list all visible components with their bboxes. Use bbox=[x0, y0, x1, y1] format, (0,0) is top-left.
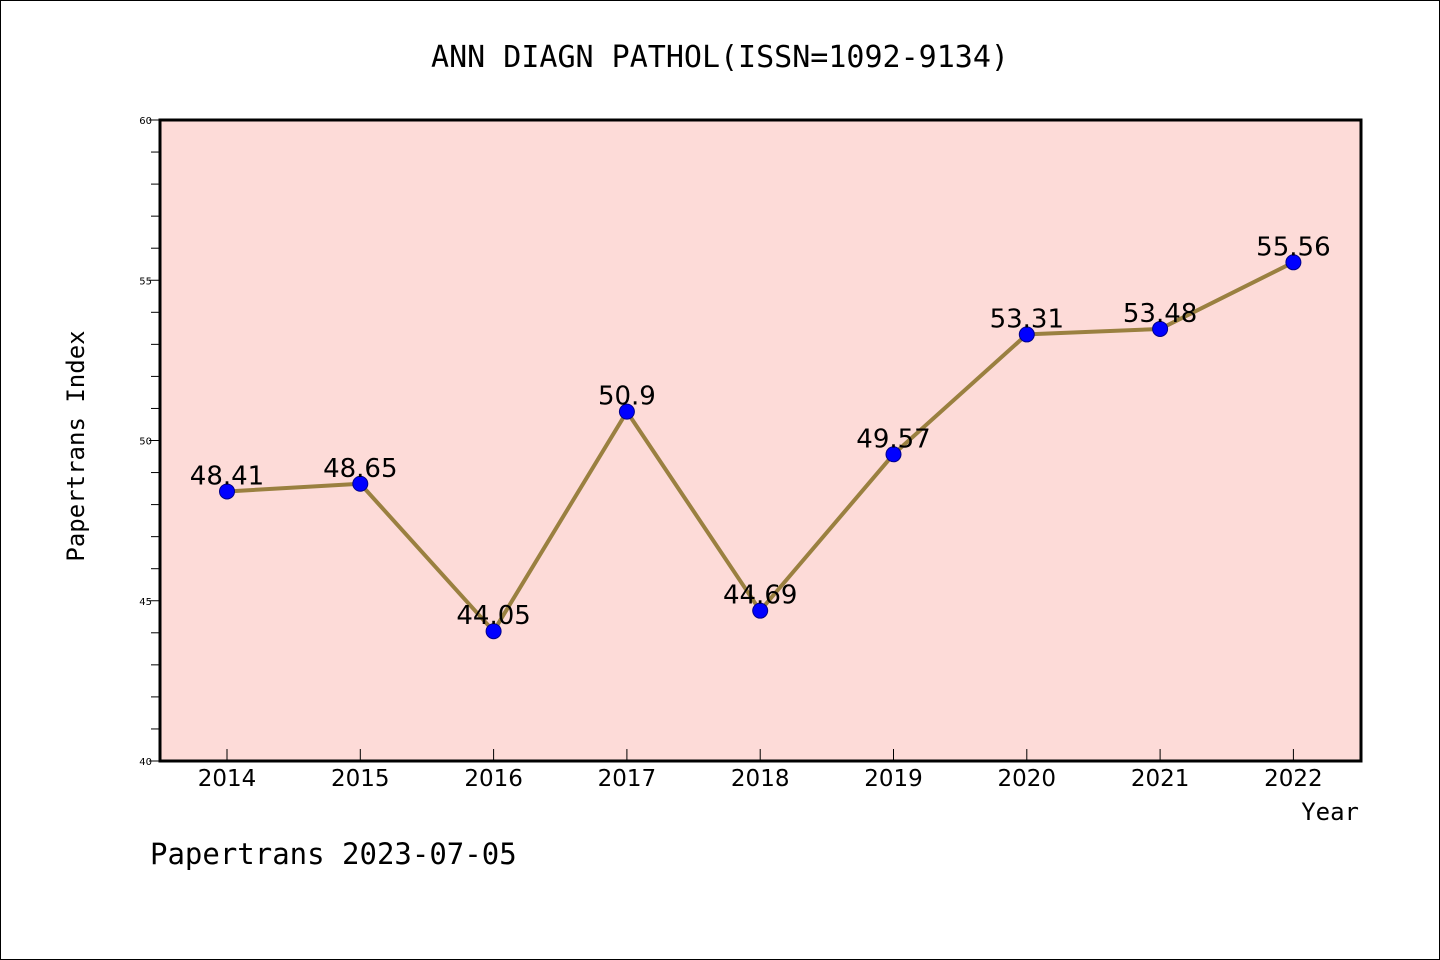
x-tick-label: 2017 bbox=[598, 766, 657, 792]
plot-border bbox=[158, 118, 1363, 763]
x-tick-label: 2021 bbox=[1131, 766, 1190, 792]
chart-title: ANN DIAGN PATHOL(ISSN=1092-9134) bbox=[431, 40, 1009, 75]
data-value-label: 49.57 bbox=[856, 424, 930, 454]
data-value-label: 55.56 bbox=[1256, 232, 1330, 262]
data-point-marker bbox=[1018, 326, 1035, 343]
data-value-label: 53.31 bbox=[990, 304, 1064, 334]
y-axis-ticks: 40 45 50 55 60 bbox=[139, 116, 152, 768]
data-labels: 48.41 48.65 44.05 50.9 44.69 49.57 53.31 53.48 5… bbox=[190, 232, 1331, 631]
x-tick-label: 2015 bbox=[331, 766, 390, 792]
data-value-label: 48.65 bbox=[323, 454, 397, 484]
x-tick-label: 2019 bbox=[864, 766, 923, 792]
data-point-marker bbox=[752, 602, 769, 619]
x-axis-ticks: 2014 2015 2016 2017 2018 2019 2020 2021 2022 bbox=[198, 749, 1323, 792]
data-point-marker bbox=[1152, 320, 1169, 337]
data-point-marker bbox=[885, 446, 902, 463]
footer-credit: Papertrans 2023-07-05 bbox=[150, 837, 517, 871]
y-tick-label: 45 bbox=[139, 597, 152, 608]
plot-area bbox=[160, 120, 1361, 761]
data-point-marker bbox=[352, 475, 369, 492]
x-tick-label: 2022 bbox=[1264, 766, 1323, 792]
x-tick-label: 2018 bbox=[731, 766, 790, 792]
data-value-label: 50.9 bbox=[598, 382, 656, 412]
x-tick-label: 2016 bbox=[464, 766, 523, 792]
data-point-marker bbox=[219, 483, 235, 500]
x-tick-label: 2014 bbox=[198, 766, 257, 792]
x-tick-label: 2020 bbox=[998, 766, 1057, 792]
y-tick-label: 55 bbox=[139, 276, 152, 287]
data-value-label: 44.05 bbox=[456, 601, 530, 631]
data-value-label: 44.69 bbox=[723, 581, 797, 611]
data-markers bbox=[219, 254, 1302, 640]
y-tick-label: 50 bbox=[139, 437, 152, 448]
y-tick-label: 40 bbox=[139, 757, 152, 768]
x-axis-label: Year bbox=[1301, 798, 1359, 826]
data-value-label: 53.48 bbox=[1123, 299, 1197, 329]
data-point-marker bbox=[485, 623, 502, 640]
y-axis-label: Papertrans Index bbox=[62, 330, 90, 561]
y-tick-label: 60 bbox=[139, 116, 152, 127]
data-point-marker bbox=[1285, 254, 1302, 271]
data-point-marker bbox=[618, 403, 635, 420]
data-value-label: 48.41 bbox=[190, 461, 264, 491]
